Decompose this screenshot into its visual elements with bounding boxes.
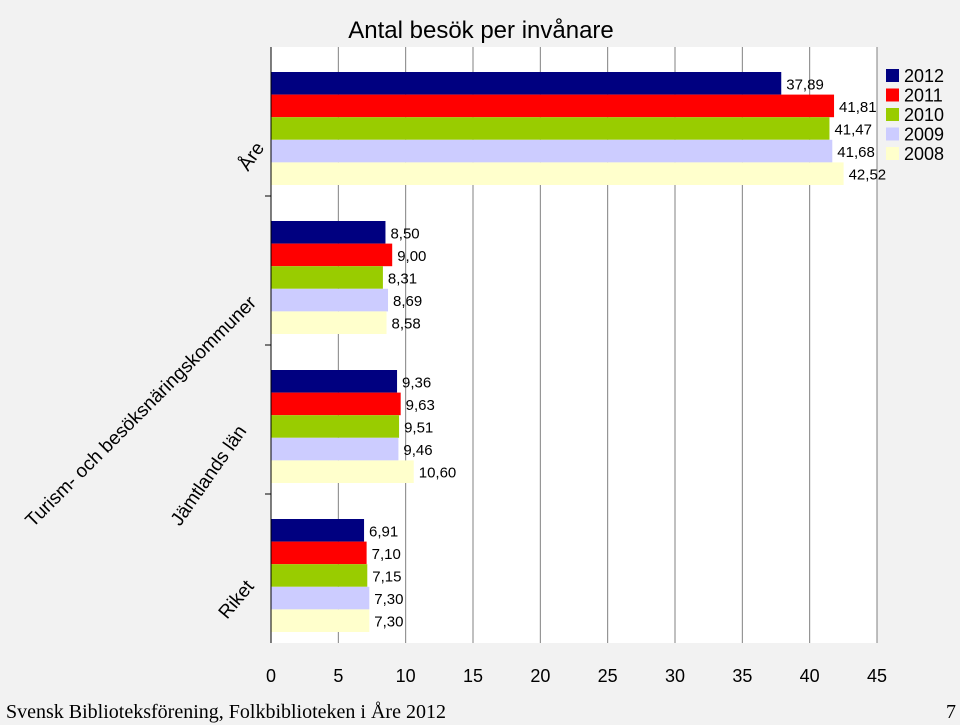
legend-label: 2010 [904, 105, 944, 125]
legend-label: 2008 [904, 144, 944, 164]
data-label: 9,63 [406, 397, 435, 414]
data-label: 9,46 [403, 442, 432, 459]
x-tick-label: 20 [530, 666, 550, 686]
bar-2012 [271, 519, 365, 542]
bar-2010 [271, 266, 383, 289]
x-tick-label: 15 [463, 666, 483, 686]
x-tick-label: 35 [732, 666, 752, 686]
bar-2009 [271, 586, 370, 610]
data-label: 8,31 [388, 271, 417, 288]
data-label: 7,10 [372, 546, 401, 563]
data-label: 7,30 [374, 591, 403, 608]
bar-2008 [271, 311, 387, 334]
bar-2009 [271, 139, 833, 163]
data-label: 8,50 [390, 225, 419, 242]
chart-title: Antal besök per invånare [348, 17, 614, 44]
bar-2011 [271, 243, 393, 267]
bar-chart: 37,89 41,81 41,47 41,68 42,52 8,50 9,00 8,31 8,6… [22, 17, 944, 686]
bar-2008 [271, 162, 844, 185]
bar-2010 [271, 117, 830, 140]
x-tick-label: 30 [665, 666, 685, 686]
data-label: 41,81 [839, 99, 877, 116]
legend-swatch-2008 [886, 147, 899, 160]
category-label: Turism- och besöksnäringskommuner [22, 292, 262, 532]
data-label: 41,68 [837, 144, 875, 161]
data-label: 9,36 [402, 374, 431, 391]
bar-2012 [271, 221, 386, 244]
data-label: 8,58 [392, 316, 421, 333]
legend-swatch-2010 [886, 108, 899, 121]
data-label: 7,15 [372, 569, 401, 586]
bar-2010 [271, 564, 368, 587]
data-label: 7,30 [374, 614, 403, 631]
legend-swatch-2011 [886, 88, 899, 102]
legend-label: 2012 [904, 66, 944, 86]
data-label: 9,51 [404, 420, 433, 437]
category-label: Åre [235, 139, 269, 175]
data-label: 41,47 [834, 122, 872, 139]
bar-2011 [271, 541, 367, 565]
footer-source: Svensk Biblioteksförening, Folkbibliotek… [6, 701, 446, 723]
category-label: Jämtlands län [167, 422, 251, 530]
legend-swatch-2012 [886, 69, 899, 82]
x-tick-label: 10 [396, 666, 416, 686]
bar-2010 [271, 415, 400, 438]
bar-2008 [271, 460, 414, 483]
x-tick-label: 0 [266, 666, 276, 686]
data-label: 6,91 [369, 523, 398, 540]
legend-swatch-2009 [886, 127, 899, 141]
data-label: 8,69 [393, 293, 422, 310]
x-tick-label: 45 [867, 666, 887, 686]
bar-2011 [271, 94, 835, 118]
data-label: 37,89 [786, 76, 824, 93]
bar-2009 [271, 437, 399, 461]
x-tick-label: 25 [598, 666, 618, 686]
page-number: 7 [946, 701, 956, 723]
data-label: 10,60 [419, 465, 457, 482]
bar-2012 [271, 72, 782, 95]
x-tick-label: 5 [333, 666, 343, 686]
data-label: 9,00 [397, 248, 426, 265]
bar-2012 [271, 370, 398, 393]
legend-label: 2011 [904, 86, 943, 106]
legend-label: 2009 [904, 125, 944, 145]
x-tick-label: 40 [800, 666, 820, 686]
bar-2009 [271, 288, 389, 312]
bar-2008 [271, 609, 370, 632]
bar-2011 [271, 392, 401, 416]
data-label: 42,52 [849, 167, 887, 184]
category-label: Riket [215, 576, 259, 623]
